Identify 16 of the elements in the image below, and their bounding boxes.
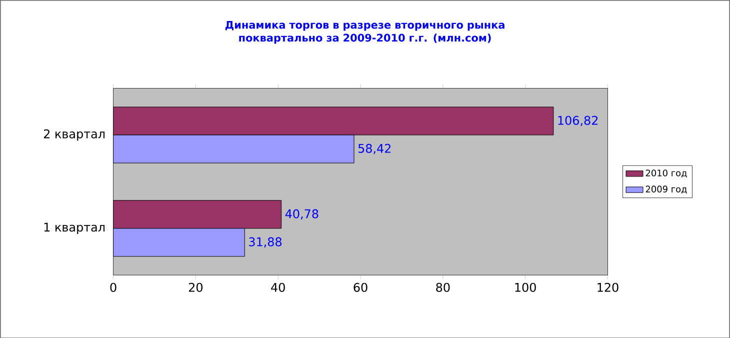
legend-label: 2010 год: [646, 169, 687, 178]
y-tick-label: 1 квартал: [44, 222, 105, 234]
x-tick-label: 120: [598, 282, 618, 292]
x-tick-label: 80: [436, 282, 450, 292]
data-label: 106,82: [558, 116, 598, 126]
data-label: 58,42: [358, 144, 390, 154]
x-tick-label: 0: [110, 282, 116, 292]
x-tick-label: 40: [271, 282, 285, 292]
chart-title: Динамика торгов в разрезе вторичного рынка поквартально за 2009-2010 г.г. (млн.сом): [225, 20, 504, 44]
x-tick-label: 100: [515, 282, 536, 292]
x-tick-label: 60: [354, 282, 368, 292]
data-label: 31,88: [249, 237, 282, 248]
y-tick-label: 2 квартал: [44, 129, 105, 140]
legend-label: 2009 год: [646, 185, 687, 194]
x-tick-label: 20: [188, 282, 202, 292]
data-label: 40,78: [285, 209, 318, 220]
